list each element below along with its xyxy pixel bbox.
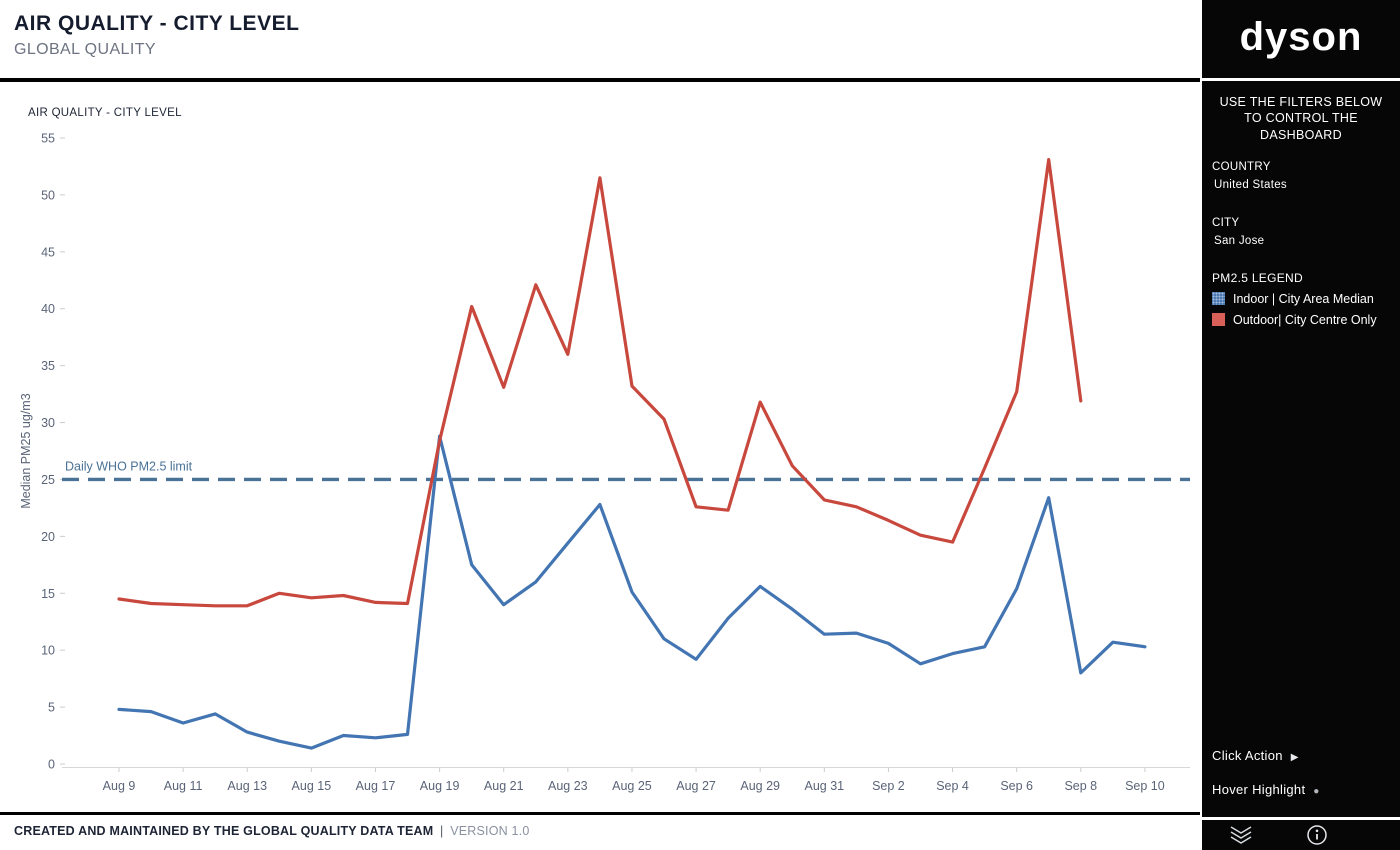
chart-title: AIR QUALITY - CITY LEVEL [28,107,182,119]
country-filter-label: COUNTRY [1212,160,1271,173]
hover-highlight-label: Hover Highlight [1212,782,1306,797]
x-tick-label: Sep 6 [1000,779,1033,793]
indoor-swatch-icon [1212,292,1225,306]
page-title: AIR QUALITY - CITY LEVEL [14,12,300,35]
legend-item-label: Outdoor| City Centre Only [1233,312,1377,327]
y-tick-label: 25 [41,473,55,487]
x-tick-label: Sep 4 [936,779,969,793]
x-tick-label: Sep 2 [872,779,905,793]
x-tick-label: Sep 8 [1064,779,1097,793]
footer-credit-text: CREATED AND MAINTAINED BY THE GLOBAL QUA… [14,824,434,838]
legend-title: PM2.5 LEGEND [1212,270,1303,285]
sidebar-actions: Click Action ▶ Hover Highlight ● [1212,748,1320,816]
city-filter-label: CITY [1212,216,1240,229]
x-tick-label: Aug 23 [548,779,588,793]
x-tick-label: Aug 15 [292,779,332,793]
y-tick-label: 50 [41,188,55,202]
y-axis-title: Median PM25 ug/m3 [19,393,33,508]
play-icon: ▶ [1290,752,1299,763]
dashboard-main: AIR QUALITY - CITY LEVEL GLOBAL QUALITY … [0,12,1200,838]
x-tick-label: Aug 21 [484,779,524,793]
outdoor-line[interactable] [117,158,1083,608]
who-limit-label: Daily WHO PM2.5 limit [65,459,193,473]
country-filter-value[interactable]: United States [1214,178,1287,191]
x-tick-label: Aug 13 [227,779,267,793]
dyson-logo: dyson [1239,14,1363,59]
y-tick-label: 35 [41,359,55,373]
x-tick-label: Aug 31 [805,779,845,793]
info-icon[interactable] [1306,824,1328,846]
footer-divider [0,812,1200,815]
pm25-legend: PM2.5 LEGEND Indoor | City Area Median O… [1212,271,1400,327]
outdoor-swatch-icon [1212,313,1225,327]
y-tick-label: 15 [41,587,55,601]
x-tick-label: Sep 10 [1125,779,1165,793]
indoor-line[interactable] [117,434,1147,750]
dot-icon: ● [1313,786,1320,797]
x-tick-label: Aug 17 [356,779,396,793]
x-tick-label: Aug 19 [420,779,460,793]
y-tick-label: 10 [41,644,55,658]
x-tick-label: Aug 9 [103,779,136,793]
legend-item-indoor[interactable]: Indoor | City Area Median [1212,292,1400,306]
pm25-line-chart[interactable]: 0 5 10 15 20 25 30 35 40 45 50 55 Aug 9 Aug 11 Aug 13 A… [0,122,1200,802]
app-header: AIR QUALITY - CITY LEVEL GLOBAL QUALITY [14,12,299,59]
y-tick-label: 30 [41,416,55,430]
legend-item-label: Indoor | City Area Median [1233,291,1374,306]
header-divider [0,78,1200,82]
sidebar-instructions: USE THE FILTERS BELOW TO CONTROL THE DAS… [1219,95,1383,142]
double-chevron-down-icon[interactable] [1228,825,1254,845]
footer-version: VERSION 1.0 [450,824,530,838]
y-tick-label: 5 [48,701,55,715]
filter-country: COUNTRY United States [1212,161,1400,191]
y-tick-label: 20 [41,530,55,544]
y-tick-label: 0 [48,758,55,772]
x-tick-label: Aug 25 [612,779,652,793]
footer-separator: | [440,824,444,838]
x-tick-label: Aug 27 [676,779,716,793]
y-tick-label: 55 [41,132,55,146]
footer-credit: CREATED AND MAINTAINED BY THE GLOBAL QUA… [14,824,530,838]
click-action-label: Click Action [1212,748,1283,763]
sidebar-footer [1202,817,1400,850]
page-subtitle: GLOBAL QUALITY [14,41,156,58]
x-tick-label: Aug 29 [740,779,780,793]
y-tick-label: 40 [41,302,55,316]
legend-item-outdoor[interactable]: Outdoor| City Centre Only [1212,313,1400,327]
x-tick-label: Aug 11 [164,779,203,793]
logo-block: dyson [1202,0,1400,81]
y-tick-label: 45 [41,245,55,259]
click-action-hint[interactable]: Click Action ▶ [1212,748,1320,763]
filter-sidebar: dyson USE THE FILTERS BELOW TO CONTROL T… [1200,0,1400,850]
city-filter-value[interactable]: San Jose [1214,234,1265,247]
filter-city: CITY San Jose [1212,217,1400,247]
hover-highlight-hint[interactable]: Hover Highlight ● [1212,782,1320,797]
